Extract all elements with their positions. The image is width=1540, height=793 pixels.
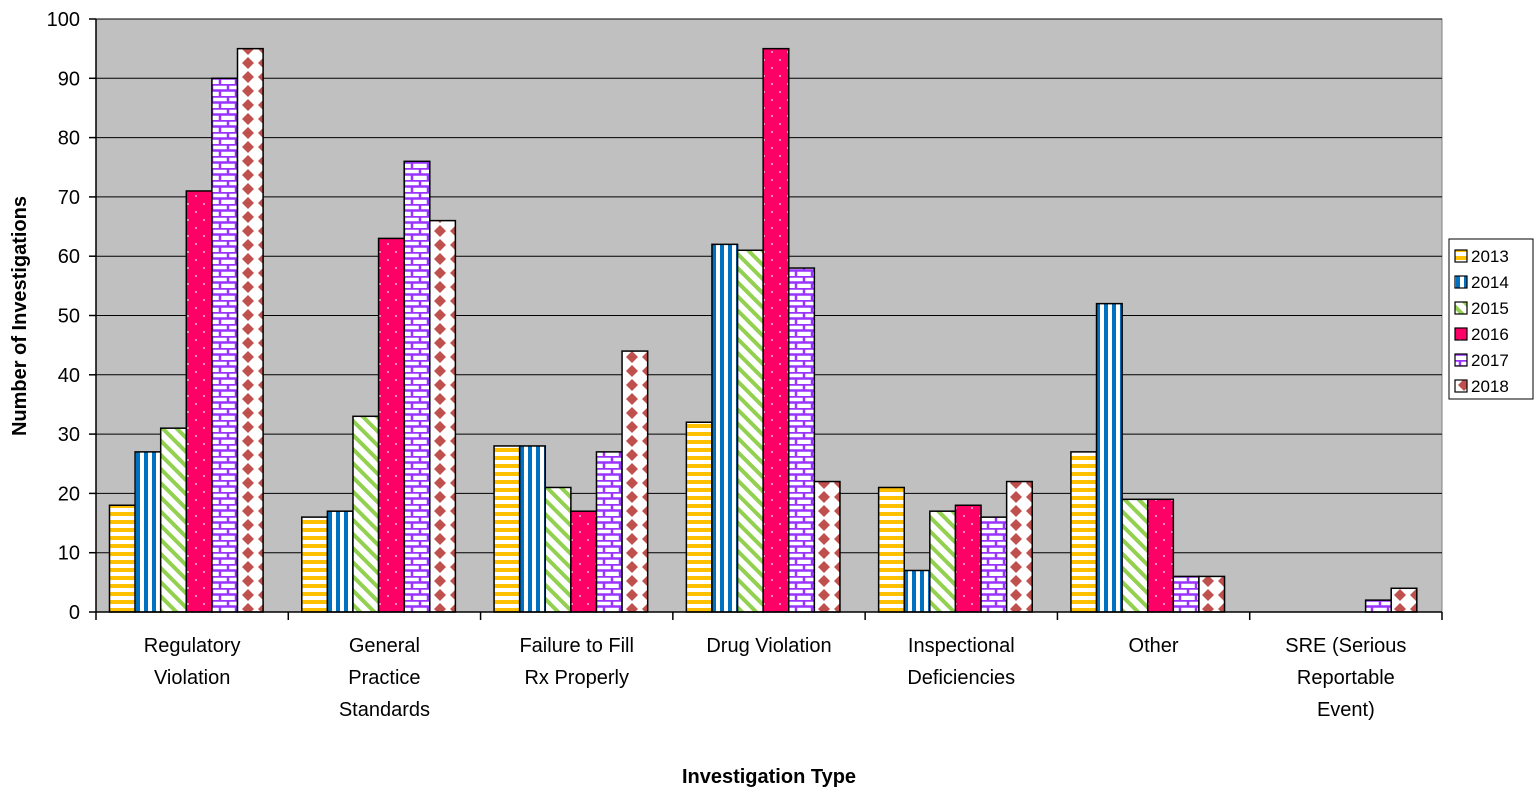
y-tick-label: 40: [58, 365, 80, 387]
bar-2015-3: [736, 249, 764, 613]
x-tick-label: SRE (Serious: [1285, 635, 1406, 657]
bar-2013-0: [108, 504, 136, 613]
legend-label-2017: 2017: [1471, 351, 1509, 370]
y-tick-label: 60: [58, 246, 80, 268]
bar-2014-0: [134, 451, 162, 613]
x-tick-label: Standards: [339, 699, 430, 721]
y-tick-label: 30: [58, 424, 80, 446]
bar-2014-5: [1095, 302, 1123, 613]
x-tick-label: Reportable: [1297, 667, 1395, 689]
x-axis-title: Investigation Type: [682, 766, 856, 788]
y-tick-label: 50: [58, 306, 80, 328]
bar-2018-4: [1005, 480, 1033, 613]
y-tick-label: 70: [58, 187, 80, 209]
y-axis-title: Number of Investigations: [9, 196, 31, 436]
y-tick-label: 0: [69, 602, 80, 624]
bar-2018-1: [429, 219, 457, 613]
y-tick-label: 20: [58, 483, 80, 505]
x-tick-label: Inspectional: [908, 635, 1015, 657]
bar-2016-1: [377, 237, 405, 613]
bar-2017-2: [595, 451, 623, 613]
bar-2018-6: [1390, 587, 1418, 613]
bar-2016-2: [570, 510, 598, 613]
x-tick-label: Failure to Fill: [519, 635, 633, 657]
legend-swatch-2017: [1454, 353, 1468, 367]
bar-2017-0: [211, 77, 239, 613]
bar-2013-1: [301, 516, 329, 613]
legend-swatch-2014: [1454, 275, 1468, 289]
bar-2015-0: [159, 427, 188, 613]
bar-2015-5: [1121, 498, 1149, 613]
x-tick-label: Regulatory: [144, 635, 241, 657]
legend-box: [1448, 238, 1534, 400]
legend-swatch-2018: [1454, 379, 1468, 393]
legend-label-2018: 2018: [1471, 377, 1509, 396]
legend: 2013 2014 2015 2016 2017 2018: [1448, 238, 1534, 400]
x-tick-label: Violation: [154, 667, 230, 689]
bars: [108, 47, 1418, 613]
bar-2016-4: [954, 504, 982, 613]
bar-2014-1: [326, 510, 354, 613]
x-tick-label: Event): [1317, 699, 1375, 721]
bar-2014-4: [903, 569, 931, 613]
bar-2013-2: [493, 445, 521, 613]
bar-2013-5: [1070, 451, 1098, 613]
bar-2018-5: [1198, 575, 1226, 613]
legend-label-2016: 2016: [1471, 325, 1509, 344]
x-tick-label: Practice: [348, 667, 420, 689]
legend-swatch-2013: [1454, 249, 1468, 263]
bar-2018-2: [621, 350, 649, 613]
legend-swatch-2015: [1454, 301, 1468, 315]
x-tick-label: General: [349, 635, 420, 657]
bar-2013-3: [685, 421, 713, 613]
y-tick-label: 80: [58, 128, 80, 150]
y-tick-label: 100: [47, 9, 80, 31]
legend-label-2015: 2015: [1471, 299, 1509, 318]
x-tick-label: Other: [1129, 635, 1179, 657]
bar-2015-4: [929, 510, 957, 613]
bar-2017-5: [1172, 575, 1200, 613]
bar-2018-3: [813, 480, 841, 613]
bar-2016-0: [185, 190, 213, 613]
bar-2013-4: [877, 486, 905, 613]
x-tick-label: Rx Properly: [524, 667, 628, 689]
bar-2017-6: [1364, 599, 1392, 613]
x-tick-label: Deficiencies: [907, 667, 1015, 689]
bar-2014-3: [711, 243, 739, 613]
bar-2015-2: [544, 486, 572, 613]
legend-label-2014: 2014: [1471, 273, 1509, 292]
bar-2016-5: [1146, 498, 1175, 613]
x-tick-label: Drug Violation: [706, 635, 831, 657]
y-tick-label: 90: [58, 68, 80, 90]
bar-2017-1: [403, 160, 431, 613]
bar-2014-2: [518, 445, 547, 613]
bar-2017-3: [788, 267, 816, 613]
legend-label-2013: 2013: [1471, 247, 1509, 266]
y-axis-ticks: 0 10 20 30 40 50 60 70 80 90 100: [47, 9, 96, 624]
y-tick-label: 10: [58, 543, 80, 565]
x-axis-ticks: Regulatory Violation General Practice Standa…: [95, 612, 1443, 721]
bar-2016-3: [762, 47, 790, 613]
bar-2017-4: [980, 516, 1008, 613]
legend-swatch-2016: [1454, 327, 1468, 341]
bar-2018-0: [236, 47, 264, 613]
bar-2015-1: [352, 415, 380, 613]
